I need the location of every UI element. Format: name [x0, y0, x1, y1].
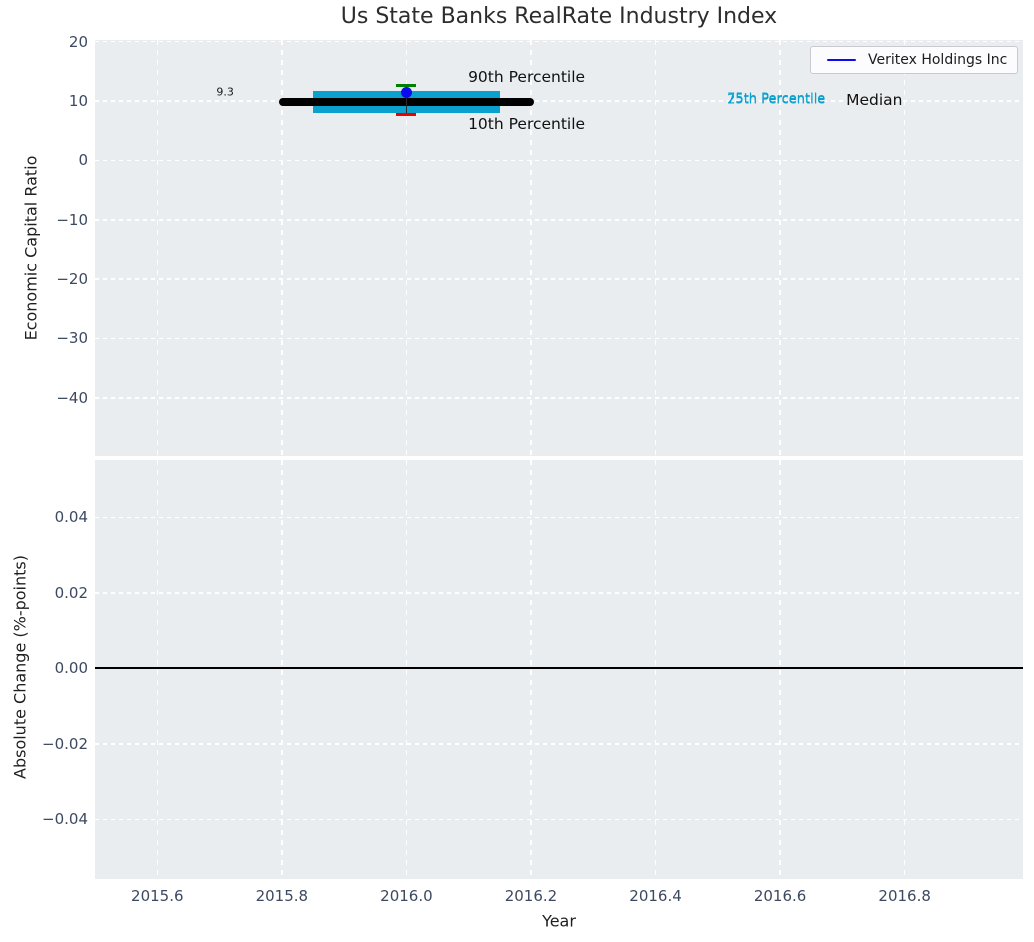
- legend-label: Veritex Holdings Inc: [868, 52, 1008, 68]
- x-tick-label: 2016.0: [380, 887, 433, 905]
- bottom-y-tick-label: −0.02: [42, 734, 88, 753]
- gridline-y: [95, 219, 1023, 221]
- gridline-x: [530, 460, 532, 879]
- gridline-x: [903, 40, 906, 456]
- top-y-tick-label: −10: [56, 210, 88, 229]
- top-y-axis-label: Economic Capital Ratio: [21, 155, 41, 341]
- gridline-y: [95, 743, 1023, 745]
- gridline-x: [779, 40, 781, 456]
- gridline-y: [95, 516, 1023, 519]
- annotation-median-value: 9.3: [216, 85, 234, 99]
- top-y-tick-label: −30: [56, 329, 88, 348]
- p10-cap-mark: [396, 112, 417, 116]
- gridline-y: [95, 592, 1023, 594]
- x-tick-label: 2016.8: [878, 887, 931, 905]
- x-tick-label: 2015.8: [255, 887, 309, 905]
- gridline-x: [779, 460, 781, 879]
- top-plot-area: 9.3 90th Percentile 10th Percentile 75th Pe…: [95, 40, 1023, 456]
- gridline-x: [405, 460, 408, 879]
- p90-cap-mark: [396, 84, 417, 88]
- annotation-p10-label: 10th Percentile: [468, 115, 586, 134]
- top-y-tick-label: −20: [56, 270, 88, 289]
- annotation-p25-label: 25th Percentile: [727, 92, 826, 108]
- gridline-x: [405, 40, 408, 456]
- bottom-y-tick-label: 0.04: [54, 508, 88, 527]
- gridline-y: [95, 41, 1023, 43]
- x-tick-label: 2016.6: [753, 887, 807, 905]
- gridline-x: [530, 40, 532, 456]
- annotation-p90-label: 90th Percentile: [468, 68, 586, 87]
- bottom-plot-area: [95, 460, 1023, 879]
- legend-line-swatch-icon: [827, 58, 856, 62]
- gridline-y: [95, 100, 1023, 102]
- gridline-y: [95, 159, 1023, 162]
- gridline-x: [281, 40, 283, 456]
- gridline-y: [95, 337, 1023, 340]
- gridline-x: [654, 40, 657, 456]
- gridline-y: [95, 278, 1023, 280]
- gridline-x: [654, 460, 657, 879]
- errorbar-stem-mark: [405, 85, 408, 115]
- x-axis-label: Year: [542, 911, 576, 931]
- gridline-x: [903, 460, 906, 879]
- bottom-y-tick-label: 0.00: [54, 659, 88, 678]
- zero-line-mark: [95, 667, 1023, 670]
- gridline-x: [156, 460, 158, 879]
- gridline-x: [156, 40, 158, 456]
- annotation-median-label: Median: [846, 90, 903, 109]
- gridline-x: [281, 460, 283, 879]
- x-tick-label: 2015.6: [131, 887, 184, 905]
- x-tick-label: 2016.4: [629, 887, 682, 905]
- bottom-y-tick-label: −0.04: [42, 810, 88, 829]
- x-tick-label: 2016.2: [504, 887, 558, 905]
- annotation-p75-label: 75th Percentile: [727, 91, 826, 107]
- company-point-mark: [400, 87, 412, 99]
- top-y-tick-label: −40: [56, 388, 88, 407]
- legend: Veritex Holdings Inc: [810, 46, 1018, 74]
- gridline-y: [95, 818, 1023, 821]
- bottom-y-axis-label: Absolute Change (%-points): [10, 555, 30, 779]
- top-y-tick-label: 0: [78, 151, 88, 170]
- top-y-tick-label: 20: [68, 32, 88, 51]
- top-y-tick-label: 10: [68, 92, 88, 111]
- gridline-y: [95, 397, 1023, 399]
- chart-title: Us State Banks RealRate Industry Index: [340, 4, 778, 29]
- bottom-y-tick-label: 0.02: [54, 583, 88, 602]
